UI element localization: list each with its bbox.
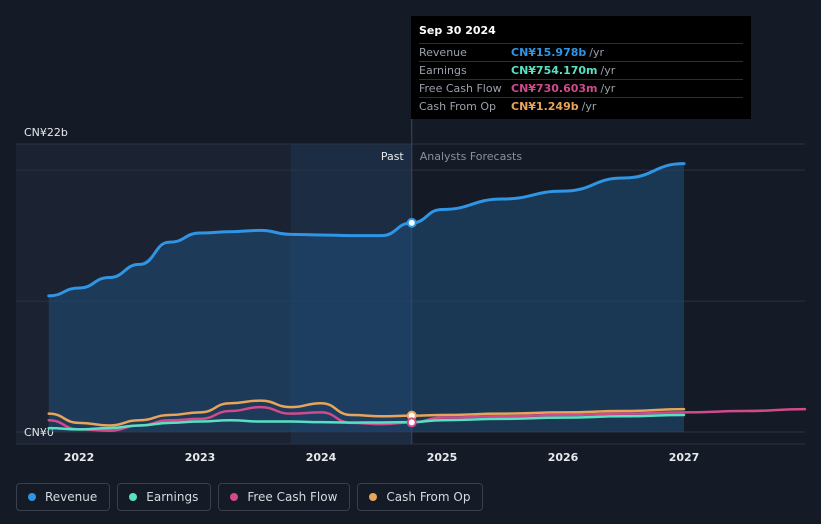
legend-item-cash-from-op[interactable]: Cash From Op [357,483,484,511]
tooltip-value: CN¥1.249b [511,100,579,113]
legend-label: Cash From Op [386,490,471,504]
tooltip-unit: /yr [600,64,616,77]
forecast-label: Analysts Forecasts [420,150,523,163]
tooltip-unit: /yr [600,82,616,95]
x-tick-label: 2027 [669,451,700,464]
x-tick-label: 2022 [64,451,95,464]
tooltip-value: CN¥730.603m [511,82,598,95]
y-axis-bottom-label: CN¥0 [24,426,54,439]
tooltip-row-revenue: Revenue CN¥15.978b /yr [419,43,743,61]
x-tick-label: 2024 [306,451,337,464]
cash-from-op-dot-icon [369,493,378,501]
legend-label: Revenue [45,490,98,504]
tooltip-row-earnings: Earnings CN¥754.170m /yr [419,61,743,79]
series-line-revenue [47,162,686,298]
tooltip-label: Earnings [419,64,467,77]
legend-item-earnings[interactable]: Earnings [117,483,212,511]
tooltip-label: Free Cash Flow [419,82,502,95]
tooltip-unit: /yr [581,100,597,113]
x-tick-label: 2023 [185,451,216,464]
tooltip-unit: /yr [589,46,605,59]
legend-label: Free Cash Flow [247,490,338,504]
y-axis-top-label: CN¥22b [24,126,68,139]
free-cash-flow-dot-icon [230,493,239,501]
tooltip-label: Revenue [419,46,467,59]
revenue-dot-icon [28,493,36,501]
legend-item-free-cash-flow[interactable]: Free Cash Flow [218,483,351,511]
marker-revenue [406,217,417,228]
tooltip-row-cash-from-op: Cash From Op CN¥1.249b /yr [419,97,743,115]
x-tick-label: 2025 [427,451,458,464]
series-line-earnings [47,413,686,431]
x-tick-label: 2026 [548,451,579,464]
series-line-cash-from-op [47,399,686,427]
past-label: Past [381,150,405,163]
tooltip-value: CN¥754.170m [511,64,598,77]
tooltip-row-free-cash-flow: Free Cash Flow CN¥730.603m /yr [419,79,743,97]
tooltip-date: Sep 30 2024 [419,24,496,37]
legend-item-revenue[interactable]: Revenue [16,483,111,511]
tooltip-value: CN¥15.978b [511,46,587,59]
chart-legend: Revenue Earnings Free Cash Flow Cash Fro… [16,483,484,511]
tooltip-label: Cash From Op [419,100,497,113]
earnings-dot-icon [129,493,138,501]
revenue-area [48,163,684,433]
hover-tooltip: Sep 30 2024 Revenue CN¥15.978b /yr Earni… [411,16,751,119]
marker-free-cash-flow [406,417,417,428]
legend-label: Earnings [146,490,199,504]
